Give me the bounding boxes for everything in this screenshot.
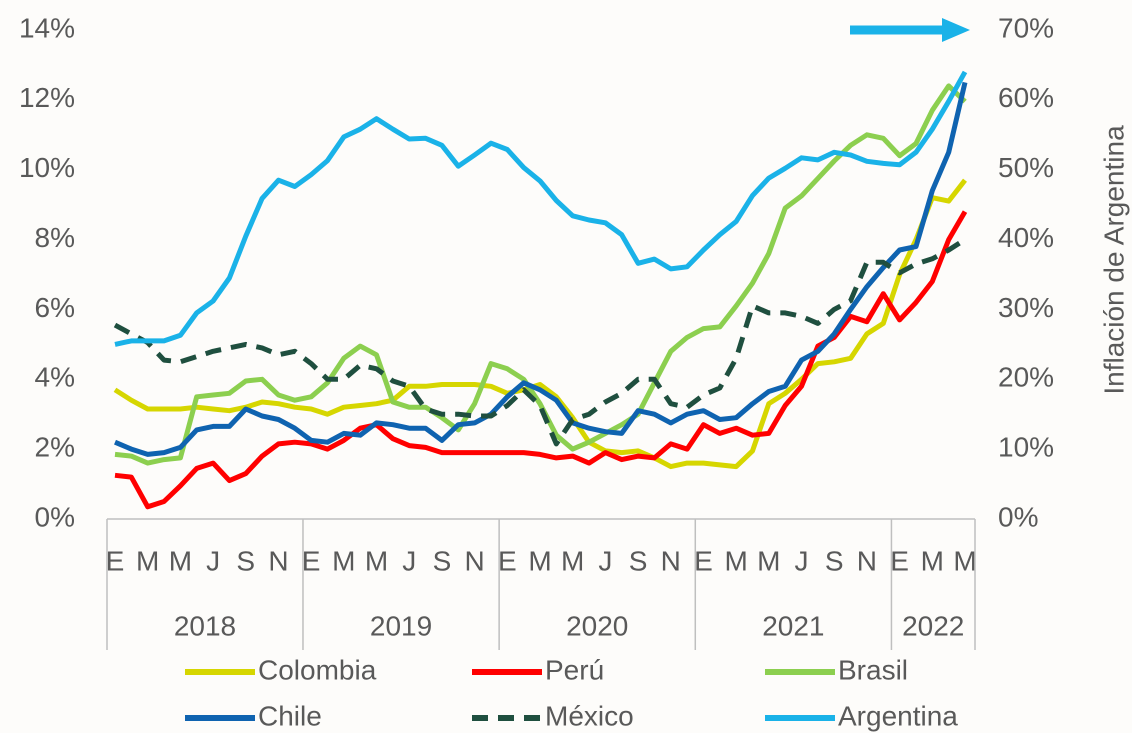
series-line <box>115 72 965 345</box>
x-tick-label: E <box>302 545 321 576</box>
arrow <box>850 18 970 42</box>
series-line <box>115 180 965 466</box>
legend-label: Argentina <box>838 700 958 731</box>
x-tick-label: M <box>332 545 355 576</box>
y2-tick-label: 0% <box>998 501 1038 532</box>
x-tick-label: M <box>921 545 944 576</box>
year-label: 2020 <box>566 610 628 641</box>
y-tick-label: 4% <box>35 362 75 393</box>
y2-tick-label: 70% <box>998 12 1054 43</box>
x-tick-label: N <box>268 545 288 576</box>
y-tick-label: 2% <box>35 432 75 463</box>
page: {"chart_data": { "type": "line", "y2_tit… <box>0 0 1132 733</box>
x-tick-label: M <box>757 545 780 576</box>
y2-axis-title: Inflación de Argentina <box>1098 125 1129 395</box>
y-tick-label: 14% <box>19 12 75 43</box>
x-tick-label: M <box>724 545 747 576</box>
x-tick-label: S <box>825 545 844 576</box>
legend-label: Chile <box>258 700 322 731</box>
x-tick-label: M <box>169 545 192 576</box>
year-label: 2018 <box>174 610 236 641</box>
x-tick-label: S <box>433 545 452 576</box>
y-tick-label: 10% <box>19 152 75 183</box>
x-tick-label: N <box>464 545 484 576</box>
chart: Inflación de Argentina 0% 2% 4% 6% 8% 10% 12% 1… <box>0 0 1132 733</box>
x-tick-label: E <box>106 545 125 576</box>
x-tick-label: S <box>236 545 255 576</box>
legend-label: México <box>545 700 634 731</box>
series-line <box>115 82 965 454</box>
x-tick-label: M <box>561 545 584 576</box>
y2-tick-label: 30% <box>998 292 1054 323</box>
x-tick-label: J <box>402 545 416 576</box>
x-tick-label: S <box>629 545 648 576</box>
x-tick-label: M <box>136 545 159 576</box>
y2-tick-label: 10% <box>998 432 1054 463</box>
legend-label: Colombia <box>258 654 377 685</box>
x-tick-label: N <box>661 545 681 576</box>
legend-label: Perú <box>545 654 604 685</box>
y-tick-label: 12% <box>19 82 75 113</box>
y-tick-label: 8% <box>35 222 75 253</box>
x-tick-label: J <box>206 545 220 576</box>
y2-tick-label: 20% <box>998 362 1054 393</box>
year-label: 2021 <box>762 610 824 641</box>
x-tick-label: E <box>498 545 517 576</box>
x-tick-label: M <box>365 545 388 576</box>
x-tick-label: M <box>953 545 976 576</box>
y-tick-label: 0% <box>35 501 75 532</box>
year-label: 2019 <box>370 610 432 641</box>
legend-label: Brasil <box>838 654 908 685</box>
x-tick-label: N <box>857 545 877 576</box>
x-tick-label: M <box>528 545 551 576</box>
year-label: 2022 <box>902 610 964 641</box>
x-tick-label: E <box>694 545 713 576</box>
x-tick-label: J <box>795 545 809 576</box>
x-tick-label: J <box>598 545 612 576</box>
y2-tick-label: 60% <box>998 82 1054 113</box>
x-tick-label: E <box>890 545 909 576</box>
y2-tick-label: 40% <box>998 222 1054 253</box>
y2-tick-label: 50% <box>998 152 1054 183</box>
y-tick-label: 6% <box>35 292 75 323</box>
